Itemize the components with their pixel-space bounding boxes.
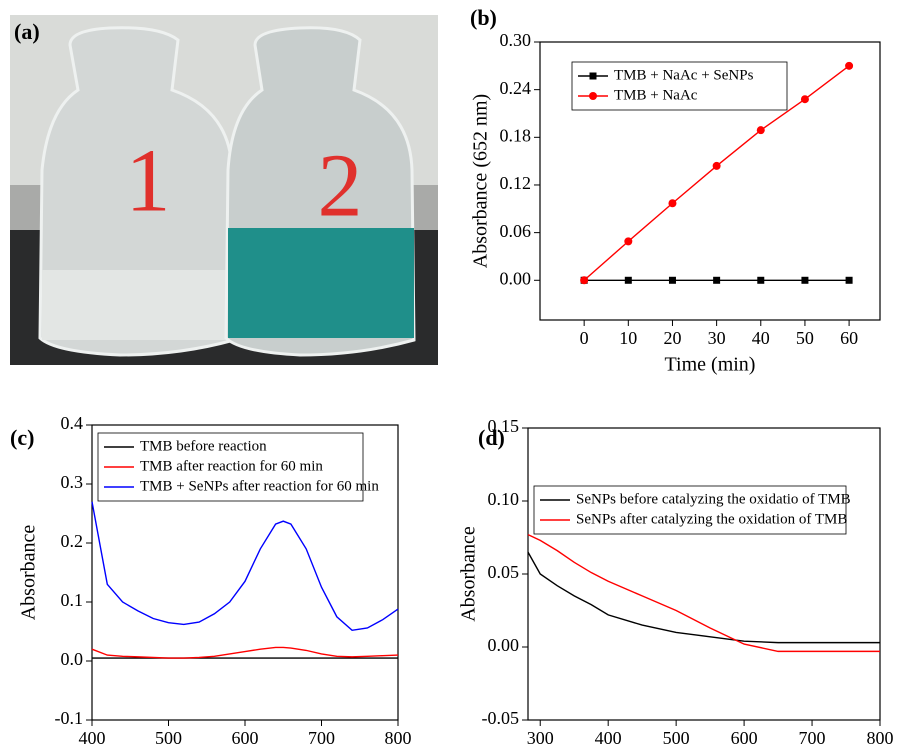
legend-box bbox=[533, 485, 847, 535]
legend-label: TMB after reaction for 60 min bbox=[140, 458, 323, 474]
x-tick-label: 10 bbox=[619, 328, 637, 348]
bottle-2-liquid bbox=[228, 228, 414, 338]
data-line bbox=[527, 551, 880, 644]
data-point bbox=[800, 95, 809, 104]
data-point bbox=[668, 276, 676, 284]
panel-label: (a) bbox=[14, 19, 40, 44]
panel-label: (d) bbox=[478, 425, 505, 450]
bottle-number: 2 bbox=[318, 137, 363, 236]
data-point bbox=[801, 276, 809, 284]
x-tick-label: 20 bbox=[663, 328, 681, 348]
y-axis-title: Absorbance bbox=[18, 525, 40, 621]
data-point bbox=[713, 276, 721, 284]
bottle-number: 1 bbox=[126, 132, 171, 231]
x-tick-label: 60 bbox=[840, 328, 858, 348]
x-tick-label: 600 bbox=[731, 728, 758, 748]
x-tick-label: 0 bbox=[580, 328, 589, 348]
y-tick-label: 0.12 bbox=[500, 173, 532, 193]
x-tick-label: 500 bbox=[155, 728, 182, 748]
data-point bbox=[845, 61, 854, 70]
legend-label: TMB + NaAc + SeNPs bbox=[614, 67, 754, 83]
x-tick-label: 700 bbox=[308, 728, 335, 748]
bottle-1-liquid bbox=[42, 270, 234, 340]
x-axis-title: Time (min) bbox=[665, 354, 756, 376]
legend-marker bbox=[589, 72, 597, 80]
data-line bbox=[91, 646, 399, 659]
x-tick-label: 40 bbox=[752, 328, 770, 348]
y-tick-label: -0.05 bbox=[482, 708, 520, 728]
data-point bbox=[624, 276, 632, 284]
y-tick-label: 0.06 bbox=[500, 221, 532, 241]
legend-label: SeNPs after catalyzing the oxidation of … bbox=[576, 511, 847, 527]
plot-frame bbox=[527, 427, 881, 721]
y-tick-label: 0.05 bbox=[488, 562, 520, 582]
y-tick-label: -0.1 bbox=[55, 708, 84, 728]
data-point bbox=[580, 276, 589, 285]
x-tick-label: 500 bbox=[663, 728, 690, 748]
panel-label: (b) bbox=[470, 5, 497, 30]
legend-label: TMB + NaAc bbox=[614, 87, 698, 103]
y-tick-label: 0.15 bbox=[488, 416, 520, 436]
x-tick-label: 600 bbox=[232, 728, 259, 748]
data-point bbox=[712, 161, 721, 170]
x-tick-label: 800 bbox=[867, 728, 894, 748]
photo-panel: 1 2 (a) bbox=[10, 15, 438, 365]
y-tick-label: 0.4 bbox=[61, 413, 84, 433]
data-point bbox=[757, 276, 765, 284]
panel-label: (c) bbox=[10, 425, 34, 450]
x-tick-label: 30 bbox=[708, 328, 726, 348]
data-point bbox=[668, 199, 677, 208]
y-tick-label: 0.10 bbox=[488, 489, 520, 509]
x-tick-label: 300 bbox=[527, 728, 554, 748]
x-tick-label: 400 bbox=[595, 728, 622, 748]
y-tick-label: 0.00 bbox=[488, 635, 520, 655]
x-tick-label: 400 bbox=[79, 728, 106, 748]
x-tick-label: 800 bbox=[385, 728, 412, 748]
y-tick-label: 0.2 bbox=[61, 531, 84, 551]
legend-marker bbox=[589, 92, 597, 100]
y-tick-label: 0.30 bbox=[500, 30, 532, 50]
data-point bbox=[756, 126, 765, 135]
y-axis-title: Absorbance bbox=[458, 526, 480, 622]
legend-box bbox=[97, 432, 364, 502]
y-tick-label: 0.18 bbox=[500, 125, 532, 145]
legend-label: SeNPs before catalyzing the oxidatio of … bbox=[576, 491, 851, 507]
legend-label: TMB + SeNPs after reaction for 60 min bbox=[140, 478, 379, 494]
y-tick-label: 0.24 bbox=[500, 78, 532, 98]
y-tick-label: 0.0 bbox=[61, 649, 84, 669]
x-tick-label: 700 bbox=[799, 728, 826, 748]
y-tick-label: 0.1 bbox=[61, 590, 84, 610]
legend-label: TMB before reaction bbox=[140, 438, 267, 454]
y-tick-label: 0.3 bbox=[61, 472, 84, 492]
data-line bbox=[527, 533, 880, 653]
data-line bbox=[91, 501, 399, 632]
data-point bbox=[624, 237, 633, 246]
plot-frame bbox=[539, 41, 881, 321]
x-tick-label: 50 bbox=[796, 328, 814, 348]
data-point bbox=[845, 276, 853, 284]
legend-box bbox=[571, 61, 788, 111]
y-axis-title: Absorbance (652 nm) bbox=[470, 94, 492, 268]
y-tick-label: 0.00 bbox=[500, 268, 532, 288]
